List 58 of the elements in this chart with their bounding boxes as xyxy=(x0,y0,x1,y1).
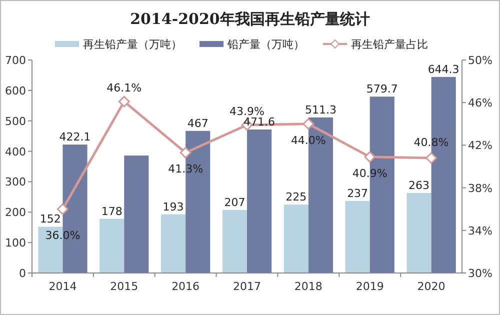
bar xyxy=(222,210,247,273)
y2-tick-label: 46% xyxy=(468,96,492,110)
data-label: 207 xyxy=(224,196,246,210)
y-tick-label: 600 xyxy=(5,84,26,98)
bar xyxy=(124,156,149,273)
data-label: 44.0% xyxy=(290,134,326,147)
data-label: 511.3 xyxy=(304,103,336,116)
legend-label: 再生铅产量（万吨） xyxy=(83,38,182,51)
data-label: 41.3% xyxy=(168,162,204,176)
chart-title: 2014-2020年我国再生铅产量统计 xyxy=(130,10,370,28)
data-label: 263 xyxy=(408,178,430,192)
y-tick-label: 400 xyxy=(5,145,26,158)
bar xyxy=(161,214,186,273)
y-tick-label: 100 xyxy=(5,236,26,250)
data-label: 40.9% xyxy=(352,166,388,180)
y-tick-label: 300 xyxy=(5,176,26,189)
data-label: 237 xyxy=(347,186,368,200)
point xyxy=(118,96,130,108)
data-label: 36.0% xyxy=(45,229,80,242)
x-tick-label: 2015 xyxy=(110,280,138,293)
bar xyxy=(284,204,308,273)
data-label: 43.9% xyxy=(230,104,264,118)
data-label: 471.6 xyxy=(244,116,276,128)
point xyxy=(364,151,376,163)
point xyxy=(302,118,314,130)
y2-tick-label: 30% xyxy=(468,267,492,280)
x-tick-label: 2017 xyxy=(233,280,261,293)
legend-label: 铅产量（万吨） xyxy=(226,38,304,51)
data-label: 46.1% xyxy=(106,82,142,95)
data-label: 225 xyxy=(286,190,307,204)
y-tick-label: 0 xyxy=(19,267,26,280)
x-tick-label: 2016 xyxy=(172,280,200,293)
bar xyxy=(247,130,272,273)
data-label: 193 xyxy=(162,200,184,214)
y-tick-label: 500 xyxy=(5,114,26,128)
x-tick-label: 2019 xyxy=(356,280,384,293)
point xyxy=(180,146,192,158)
x-tick-label: 2014 xyxy=(48,280,77,293)
bar xyxy=(345,200,370,273)
bar xyxy=(406,192,432,273)
data-label: 178 xyxy=(101,204,122,218)
data-label: 422.1 xyxy=(59,130,91,144)
point xyxy=(426,152,438,164)
data-label: 467 xyxy=(187,116,208,130)
bar xyxy=(100,218,124,273)
y2-tick-label: 42% xyxy=(468,139,492,152)
legend-label: 再生铅产量占比 xyxy=(351,38,428,51)
y2-tick-label: 50% xyxy=(468,54,492,67)
y-tick-label: 200 xyxy=(5,206,26,220)
y2-tick-label: 38% xyxy=(468,182,492,195)
point xyxy=(56,203,68,215)
y-tick-label: 700 xyxy=(5,54,26,67)
y2-tick-label: 34% xyxy=(468,224,492,238)
data-label: 644.3 xyxy=(428,62,460,76)
data-label: 579.7 xyxy=(366,82,398,96)
data-label: 152 xyxy=(40,212,61,226)
x-tick-label: 2020 xyxy=(417,280,446,293)
x-tick-label: 2018 xyxy=(294,280,322,293)
